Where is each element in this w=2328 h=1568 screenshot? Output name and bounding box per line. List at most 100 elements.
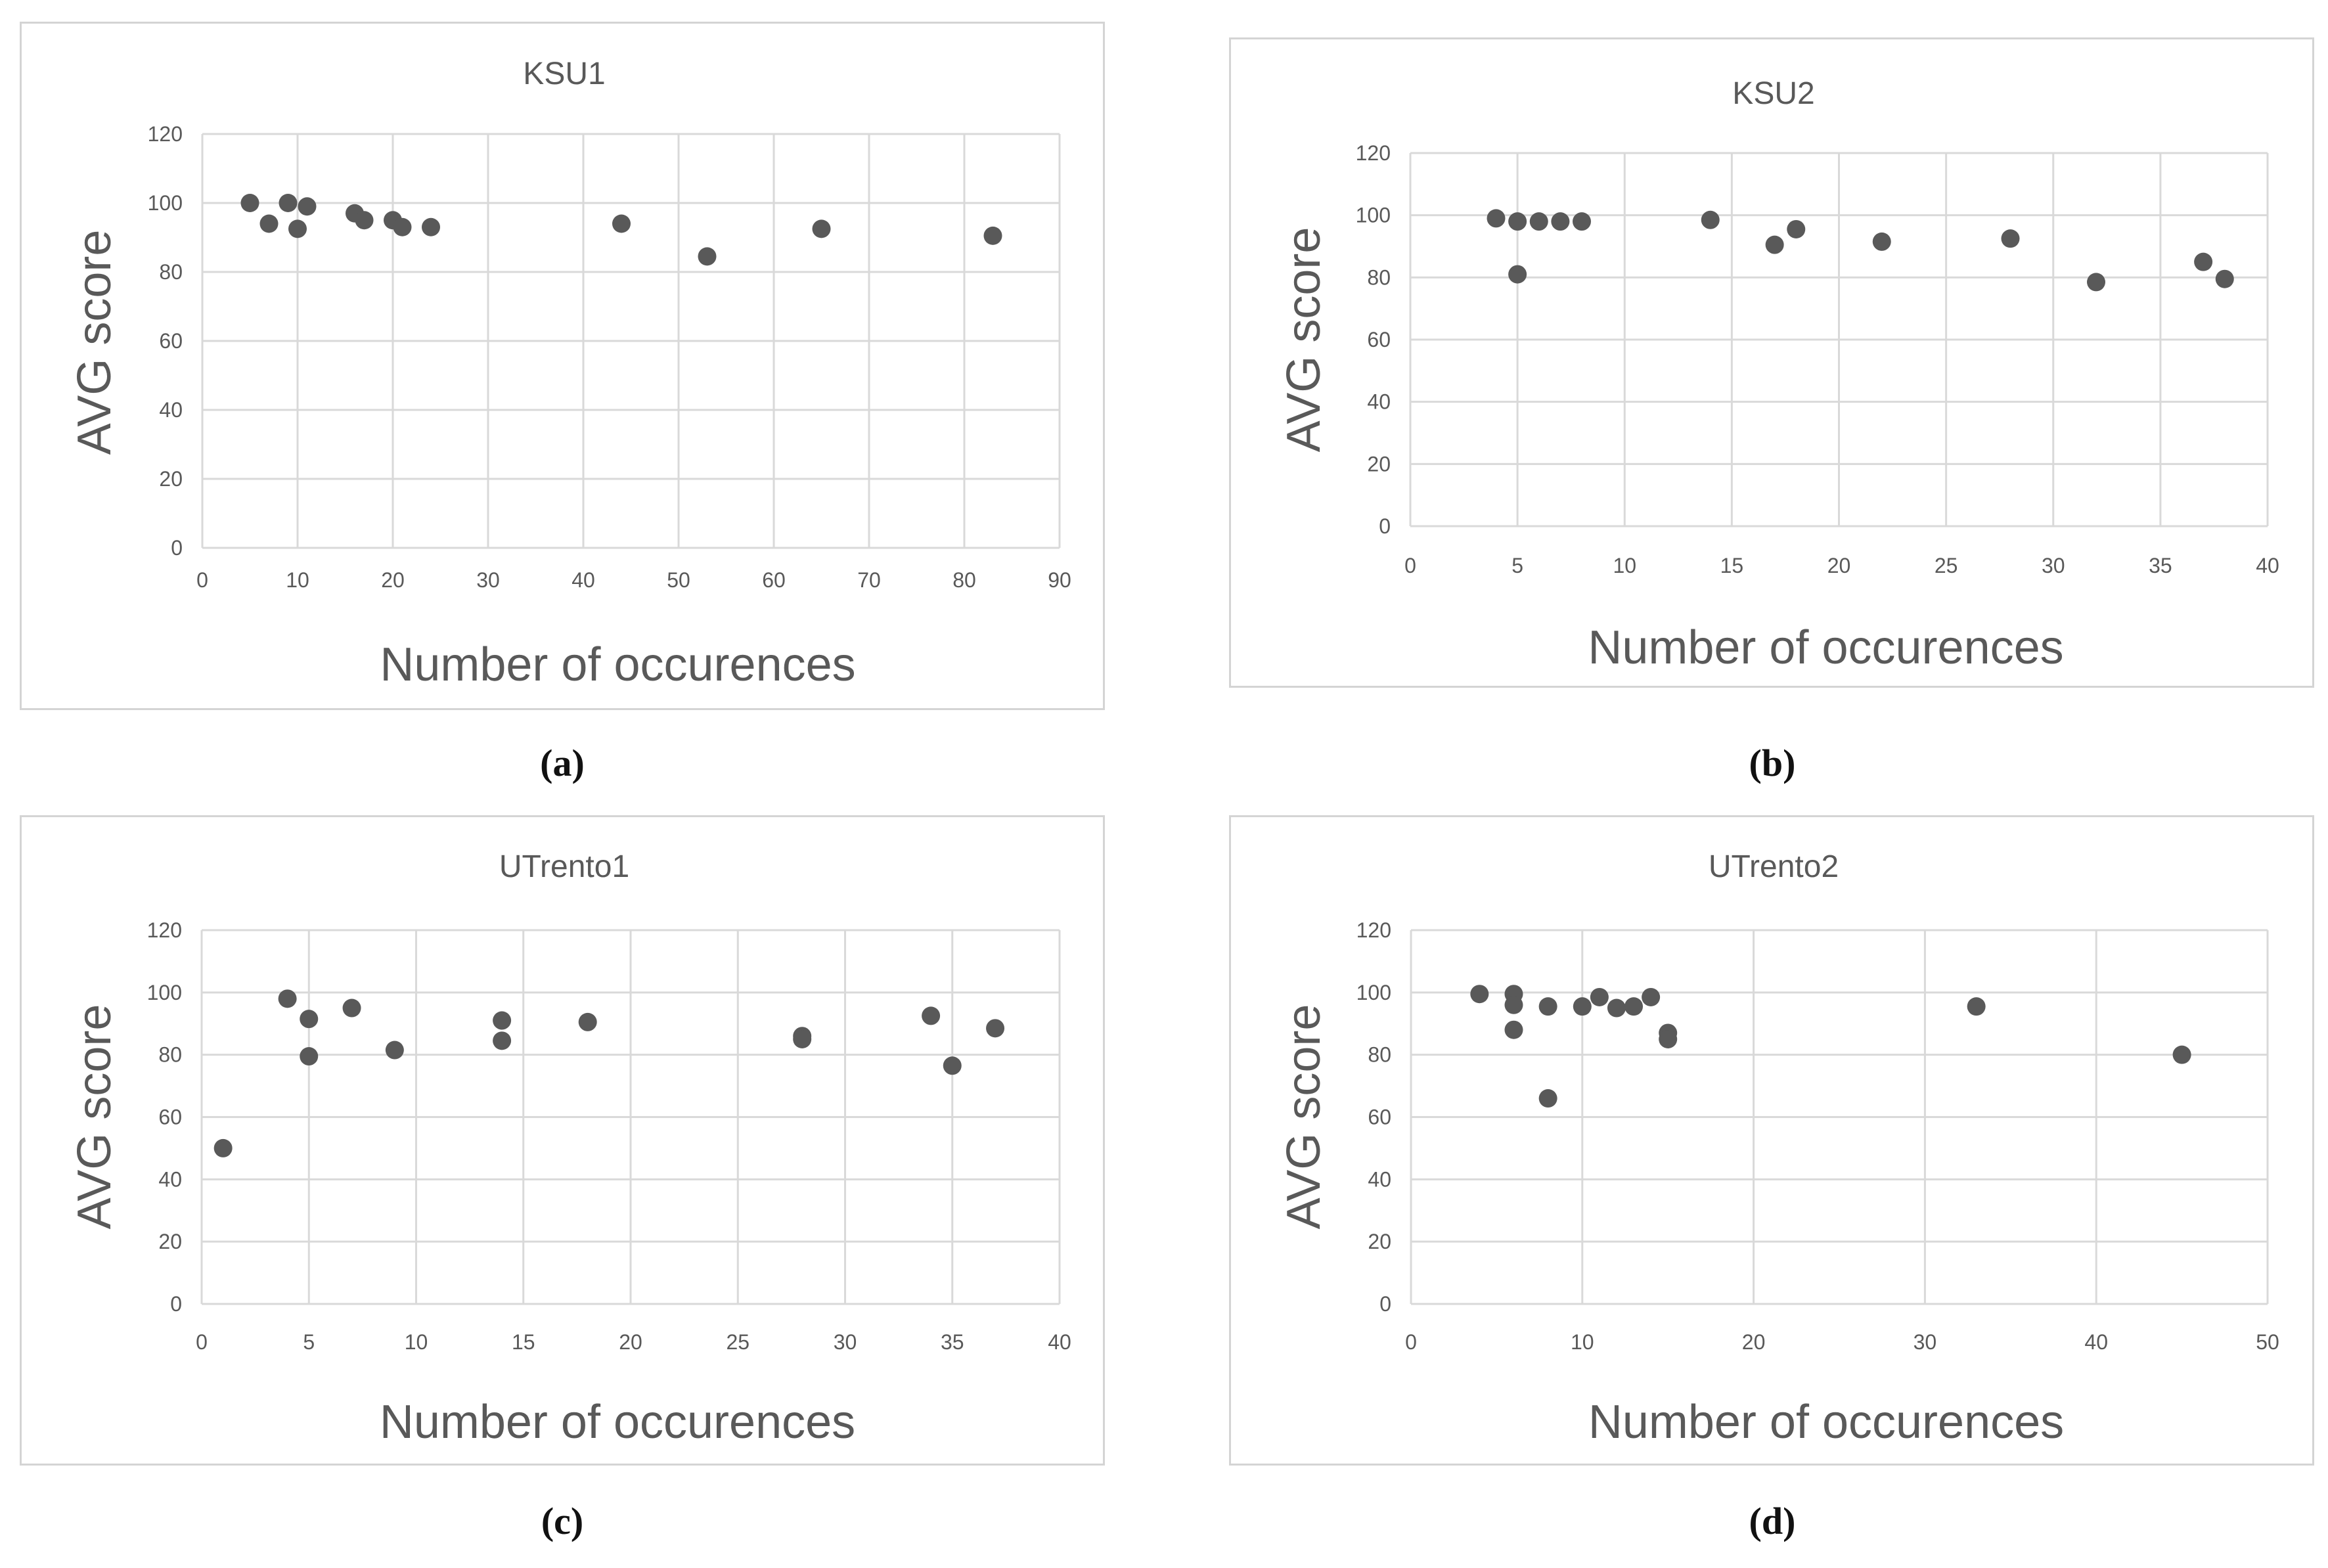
y-tick-label: 40 bbox=[1368, 1167, 1391, 1191]
y-tick-label: 40 bbox=[1367, 390, 1391, 414]
y-tick-label: 20 bbox=[1367, 452, 1391, 476]
caption-d: (d) bbox=[1749, 1500, 1796, 1542]
y-axis-label: AVG score bbox=[68, 1004, 121, 1230]
caption-a: (a) bbox=[540, 742, 585, 784]
x-tick-label: 30 bbox=[834, 1330, 857, 1354]
data-point bbox=[1659, 1029, 1678, 1048]
y-axis-label: AVG score bbox=[68, 230, 121, 455]
x-tick-label: 20 bbox=[1742, 1330, 1766, 1354]
y-tick-label: 120 bbox=[148, 122, 183, 146]
x-tick-label: 70 bbox=[857, 568, 881, 592]
data-point bbox=[240, 194, 259, 212]
x-tick-label: 5 bbox=[1511, 554, 1523, 577]
data-point bbox=[259, 214, 279, 233]
data-point bbox=[943, 1056, 962, 1075]
x-tick-label: 10 bbox=[405, 1330, 428, 1354]
x-tick-label: 20 bbox=[619, 1330, 642, 1354]
data-point bbox=[793, 1029, 812, 1048]
x-tick-label: 5 bbox=[303, 1330, 315, 1354]
x-tick-label: 40 bbox=[1048, 1330, 1071, 1354]
y-axis-label: AVG score bbox=[1278, 1004, 1330, 1230]
y-tick-label: 60 bbox=[1367, 328, 1391, 351]
data-point bbox=[2087, 273, 2105, 292]
x-tick-label: 10 bbox=[1571, 1330, 1594, 1354]
x-tick-label: 50 bbox=[667, 568, 690, 592]
x-axis-label: Number of occurences bbox=[1588, 1396, 2064, 1448]
y-tick-label: 120 bbox=[1356, 141, 1391, 165]
data-point bbox=[2172, 1045, 2191, 1064]
data-point bbox=[342, 998, 361, 1018]
data-point bbox=[1504, 1020, 1523, 1039]
data-point bbox=[300, 1010, 319, 1029]
data-point bbox=[422, 217, 440, 236]
data-point bbox=[986, 1019, 1005, 1038]
data-point bbox=[1538, 1089, 1557, 1108]
x-tick-label: 30 bbox=[2042, 554, 2065, 577]
data-point bbox=[2215, 269, 2234, 288]
x-tick-label: 15 bbox=[1720, 554, 1744, 577]
data-point bbox=[288, 219, 307, 238]
x-tick-label: 30 bbox=[1914, 1330, 1937, 1354]
x-tick-label: 35 bbox=[941, 1330, 964, 1354]
x-tick-label: 15 bbox=[512, 1330, 535, 1354]
data-point bbox=[1701, 210, 1720, 229]
caption-c: (c) bbox=[541, 1500, 584, 1542]
y-tick-label: 0 bbox=[1379, 514, 1391, 538]
data-point bbox=[1551, 212, 1570, 231]
y-tick-label: 80 bbox=[1367, 265, 1391, 289]
y-tick-label: 20 bbox=[159, 467, 183, 491]
y-tick-label: 100 bbox=[147, 981, 182, 1004]
data-point bbox=[2194, 252, 2213, 271]
x-tick-label: 25 bbox=[726, 1330, 750, 1354]
data-point bbox=[578, 1012, 597, 1031]
data-point bbox=[1590, 987, 1609, 1006]
x-axis-label: Number of occurences bbox=[380, 638, 855, 691]
data-point bbox=[1624, 997, 1644, 1016]
x-tick-label: 50 bbox=[2256, 1330, 2279, 1354]
caption-b: (b) bbox=[1749, 742, 1796, 784]
y-tick-label: 120 bbox=[1356, 918, 1391, 942]
data-point bbox=[812, 219, 831, 238]
data-point bbox=[393, 217, 412, 236]
x-tick-label: 0 bbox=[1404, 554, 1416, 577]
data-point bbox=[493, 1031, 512, 1050]
data-point bbox=[1765, 235, 1784, 254]
y-axis-label: AVG score bbox=[1278, 227, 1330, 453]
y-tick-label: 80 bbox=[159, 260, 183, 284]
y-tick-label: 40 bbox=[159, 398, 183, 422]
y-tick-label: 100 bbox=[1356, 981, 1391, 1004]
x-tick-label: 0 bbox=[196, 1330, 208, 1354]
data-point bbox=[922, 1006, 941, 1025]
x-axis-label: Number of occurences bbox=[380, 1396, 855, 1448]
y-tick-label: 60 bbox=[158, 1106, 182, 1129]
x-tick-label: 25 bbox=[1935, 554, 1958, 577]
data-point bbox=[1787, 219, 1806, 238]
data-point bbox=[1872, 232, 1891, 251]
x-tick-label: 60 bbox=[762, 568, 786, 592]
y-tick-label: 0 bbox=[170, 1292, 182, 1316]
chart-panel-ksu1: 0 20 40 60 80 100 120 0 10 20 30 40 50 60 70 80 90 KSU1 Nu… bbox=[20, 22, 1105, 710]
data-point bbox=[278, 989, 297, 1008]
x-tick-label: 90 bbox=[1048, 568, 1071, 592]
data-point bbox=[1573, 997, 1592, 1016]
x-tick-label: 0 bbox=[1405, 1330, 1417, 1354]
x-tick-label: 20 bbox=[381, 568, 405, 592]
data-point bbox=[1487, 209, 1506, 228]
data-point bbox=[1967, 997, 1986, 1016]
data-point bbox=[983, 226, 1002, 245]
chart-ksu1: 0 20 40 60 80 100 120 0 10 20 30 40 50 60 70 80 90 KSU1 Nu… bbox=[68, 56, 1071, 691]
y-tick-label: 60 bbox=[1368, 1106, 1391, 1129]
data-point bbox=[1642, 987, 1661, 1006]
data-point bbox=[213, 1138, 233, 1157]
y-tick-label: 80 bbox=[158, 1043, 182, 1067]
x-tick-label: 20 bbox=[1827, 554, 1851, 577]
data-point bbox=[1607, 998, 1626, 1018]
y-tick-label: 100 bbox=[1356, 204, 1391, 227]
data-point bbox=[279, 194, 298, 212]
x-tick-label: 35 bbox=[2149, 554, 2172, 577]
x-tick-label: 0 bbox=[196, 568, 208, 592]
chart-title: UTrento2 bbox=[1709, 849, 1839, 884]
data-point bbox=[355, 211, 374, 230]
data-point bbox=[1470, 985, 1489, 1004]
y-tick-label: 0 bbox=[171, 536, 183, 560]
